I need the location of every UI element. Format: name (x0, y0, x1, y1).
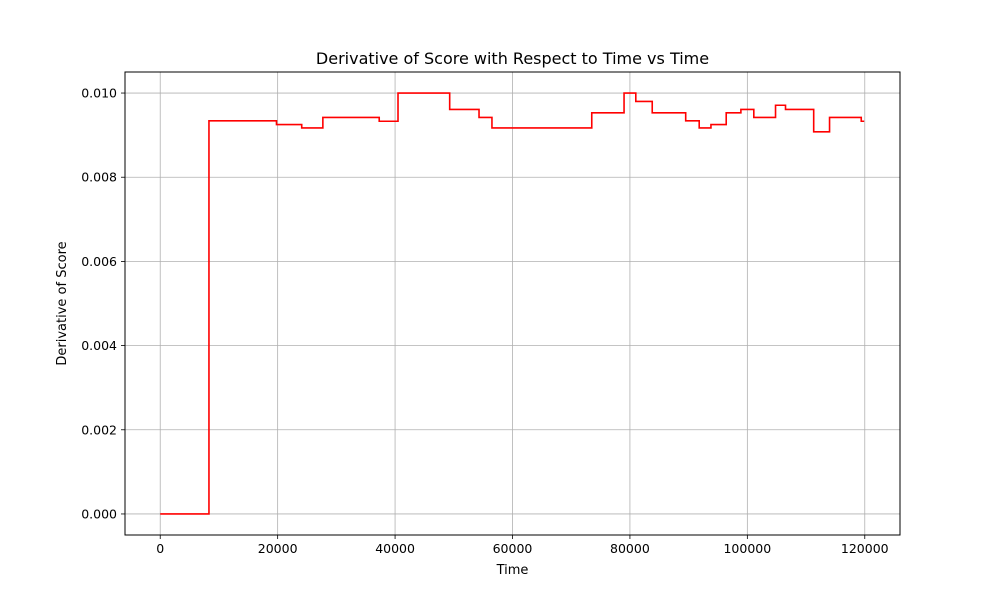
x-tick-label: 100000 (723, 541, 771, 556)
y-tick-label: 0.008 (81, 170, 117, 185)
x-tick-label: 0 (156, 541, 164, 556)
series-layer (160, 92, 865, 515)
y-tick-label: 0.006 (81, 254, 117, 269)
x-tick-label: 60000 (493, 541, 533, 556)
x-tick-label: 20000 (258, 541, 298, 556)
x-axis: 0 20000 40000 60000 80000 100000 120000 (156, 535, 889, 556)
x-tick-label: 40000 (375, 541, 415, 556)
x-tick-label: 80000 (610, 541, 650, 556)
chart-title: Derivative of Score with Respect to Time… (316, 49, 709, 68)
y-tick-label: 0.010 (81, 86, 117, 101)
y-axis: 0.000 0.002 0.004 0.006 0.008 0.010 (81, 86, 125, 521)
x-tick-label: 120000 (841, 541, 889, 556)
grid (125, 72, 900, 535)
y-tick-label: 0.000 (81, 506, 117, 521)
y-axis-label: Derivative of Score (55, 241, 70, 365)
y-tick-label: 0.004 (81, 338, 117, 353)
series-line (160, 92, 865, 515)
x-axis-label: Time (496, 563, 529, 578)
y-tick-label: 0.002 (81, 422, 117, 437)
